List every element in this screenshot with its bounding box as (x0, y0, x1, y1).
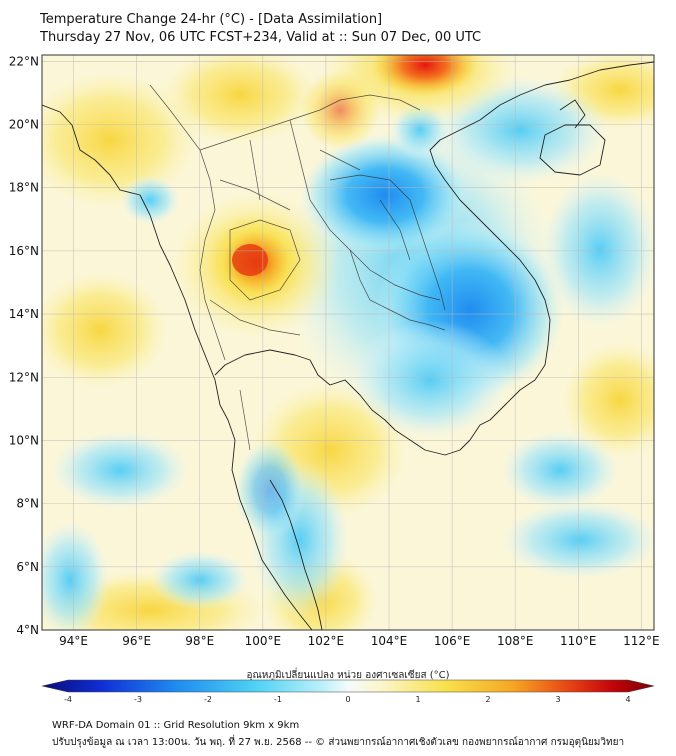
colorbar-tick: 3 (555, 695, 560, 704)
lat-label: 4°N (16, 623, 39, 637)
lat-label: 6°N (16, 560, 39, 574)
lat-label: 20°N (9, 118, 39, 132)
coastlines (42, 61, 654, 630)
longitude-labels: 94°E 96°E 98°E 100°E 102°E 104°E 106°E 1… (59, 634, 660, 648)
lat-label: 14°N (9, 307, 39, 321)
footer-credit: ปรับปรุงข้อมูล ณ เวลา 13:00น. วัน พฤ. ที… (52, 737, 625, 748)
lon-label: 104°E (371, 634, 408, 648)
lon-label: 96°E (122, 634, 151, 648)
colorbar-tick: -2 (204, 695, 212, 704)
lat-label: 10°N (9, 433, 39, 447)
lon-label: 110°E (560, 634, 597, 648)
colorbar-tick: 2 (485, 695, 490, 704)
lat-label: 18°N (9, 181, 39, 195)
colorbar-tick: 1 (415, 695, 420, 704)
colorbar-tick: 4 (625, 695, 630, 704)
colorbar-tick: -3 (134, 695, 142, 704)
colorbar-tick: -1 (274, 695, 282, 704)
temperature-field (42, 55, 654, 630)
lat-label: 22°N (9, 54, 39, 68)
colorbar-tick: -4 (64, 695, 72, 704)
latitude-labels: 22°N 20°N 18°N 16°N 14°N 12°N 10°N 8°N 6… (9, 54, 39, 637)
malay-east-coast (269, 479, 323, 630)
mainland-coastline (42, 104, 313, 630)
footer-model-info: WRF-DA Domain 01 :: Grid Resolution 9km … (52, 720, 300, 731)
leizhou (559, 99, 586, 129)
lat-label: 12°N (9, 370, 39, 384)
borders (149, 84, 446, 451)
lon-label: 112°E (623, 634, 660, 648)
hainan-island (539, 124, 606, 176)
lon-label: 106°E (434, 634, 471, 648)
colorbar-ticks: -4 -3 -2 -1 0 1 2 3 4 (64, 695, 631, 704)
lon-label: 108°E (497, 634, 534, 648)
lat-label: 8°N (16, 497, 39, 511)
lat-label: 16°N (9, 244, 39, 258)
map-title: Temperature Change 24-hr (°C) - [Data As… (40, 12, 383, 27)
colorbar-label: อุณหภูมิเปลี่ยนแปลง หน่วย องศาเซลเซียส (… (246, 667, 449, 681)
colorbar-tick: 0 (345, 695, 350, 704)
map-subtitle: Thursday 27 Nov, 06 UTC FCST+234, Valid … (40, 30, 482, 45)
gulf-coastline (214, 61, 654, 456)
lon-label: 100°E (245, 634, 282, 648)
lon-label: 102°E (308, 634, 345, 648)
lon-label: 98°E (185, 634, 214, 648)
map-frame (41, 54, 655, 631)
colorbar (41, 679, 655, 693)
lon-label: 94°E (59, 634, 88, 648)
